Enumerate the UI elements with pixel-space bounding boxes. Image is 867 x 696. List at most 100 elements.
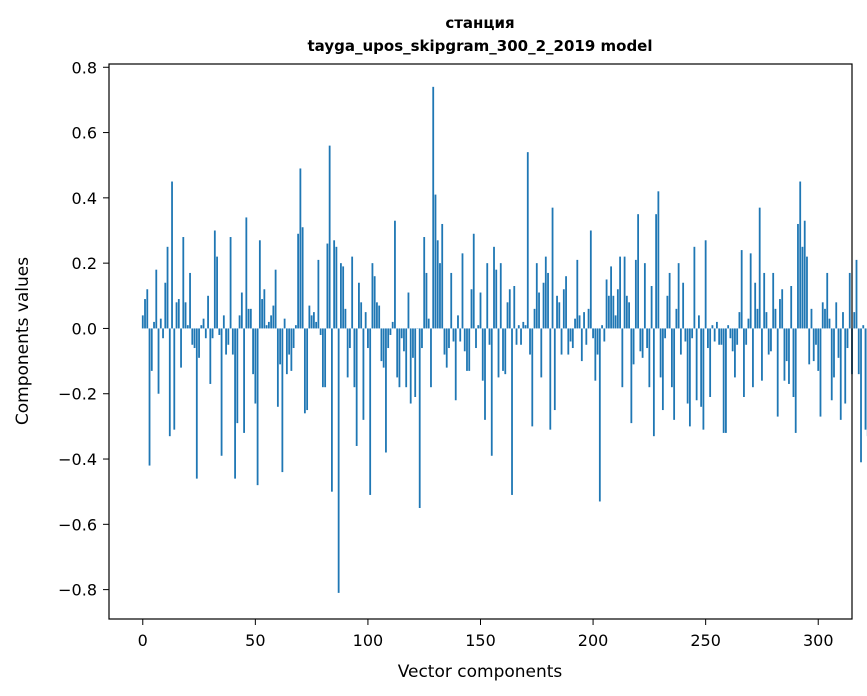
bar xyxy=(551,207,554,329)
bar xyxy=(189,272,191,329)
bar xyxy=(263,289,266,329)
bar xyxy=(625,295,628,329)
bar xyxy=(544,256,547,329)
bar xyxy=(524,325,527,329)
x-tick-label: 300 xyxy=(803,631,834,650)
bar xyxy=(276,328,279,407)
bar xyxy=(200,325,203,329)
bar xyxy=(578,315,581,329)
bar xyxy=(441,223,444,329)
bar xyxy=(601,325,603,329)
bar xyxy=(283,318,286,329)
bar xyxy=(540,328,543,378)
bar xyxy=(673,328,676,420)
bar xyxy=(211,328,214,339)
bar xyxy=(439,263,441,329)
bar xyxy=(704,240,707,329)
bar xyxy=(538,292,540,329)
bar xyxy=(371,263,374,329)
bar xyxy=(418,328,421,508)
bar xyxy=(794,328,797,433)
bar xyxy=(799,181,802,329)
bar xyxy=(141,315,144,329)
bar xyxy=(193,328,196,349)
y-tick-label: 0.2 xyxy=(72,254,97,273)
bar xyxy=(661,328,664,411)
bar xyxy=(788,328,790,384)
bar xyxy=(364,312,367,329)
bar xyxy=(389,328,392,335)
bar xyxy=(405,328,408,388)
bar xyxy=(806,256,808,329)
y-tick-label: −0.2 xyxy=(58,385,97,404)
bar xyxy=(355,328,358,446)
bar xyxy=(466,328,468,371)
bar xyxy=(695,328,698,401)
bar xyxy=(722,328,725,433)
bar xyxy=(752,328,754,388)
bar xyxy=(562,289,565,329)
bar xyxy=(423,237,426,329)
bar xyxy=(700,328,703,407)
bar xyxy=(159,318,162,329)
bar xyxy=(743,328,745,397)
bar xyxy=(646,328,649,349)
bar xyxy=(657,191,660,329)
bar xyxy=(864,328,867,430)
bar xyxy=(281,328,284,473)
bar xyxy=(243,328,245,433)
bar xyxy=(218,328,221,335)
bar xyxy=(729,328,732,339)
bar xyxy=(785,328,788,362)
y-tick-label: −0.6 xyxy=(58,515,97,534)
bar xyxy=(306,328,309,411)
bar xyxy=(774,308,777,329)
bar xyxy=(310,315,313,329)
bar xyxy=(594,328,597,381)
plot-area-frame xyxy=(108,63,853,620)
bar xyxy=(227,328,230,345)
bar xyxy=(236,328,239,424)
bar xyxy=(702,328,705,430)
bar xyxy=(319,328,322,335)
bar xyxy=(734,328,736,378)
bar xyxy=(628,302,630,329)
bar xyxy=(848,272,851,329)
bar xyxy=(612,295,615,329)
bar xyxy=(634,259,637,329)
bar xyxy=(495,269,498,329)
bar xyxy=(637,214,640,329)
bar xyxy=(245,217,248,329)
bar xyxy=(256,328,259,486)
bar xyxy=(515,328,518,345)
bar xyxy=(362,328,365,420)
bar xyxy=(790,286,793,329)
bar xyxy=(610,266,612,329)
bar xyxy=(853,312,856,329)
y-tick-label: 0.8 xyxy=(72,58,97,77)
bar xyxy=(202,318,205,329)
bar xyxy=(351,256,354,329)
bar xyxy=(450,272,453,329)
bar xyxy=(765,312,768,329)
bar xyxy=(459,328,462,342)
bar xyxy=(171,181,173,329)
bar xyxy=(240,292,243,329)
bar xyxy=(614,315,617,329)
bar xyxy=(274,269,277,329)
bar xyxy=(385,328,387,453)
bar xyxy=(508,289,511,329)
bar xyxy=(378,305,381,329)
bar xyxy=(312,312,315,329)
x-tick-label: 150 xyxy=(465,631,496,650)
bar xyxy=(353,328,356,388)
bar xyxy=(191,328,194,345)
bar xyxy=(247,308,250,329)
bar xyxy=(335,246,338,329)
bar xyxy=(502,328,504,371)
bar xyxy=(679,328,682,355)
bar xyxy=(376,302,378,329)
bar xyxy=(324,328,327,388)
bar xyxy=(821,302,824,329)
